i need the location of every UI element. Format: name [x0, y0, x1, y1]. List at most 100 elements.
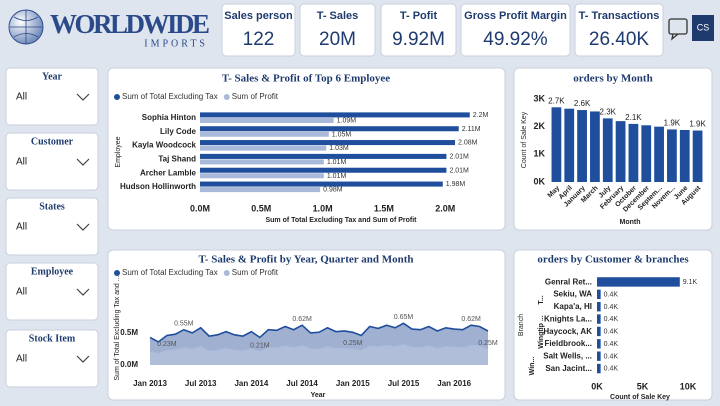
kpi-value: 9.92M — [392, 29, 445, 50]
data-label: 0.4K — [604, 366, 619, 373]
data-label: 0.25M — [478, 340, 498, 347]
kpi-card — [380, 3, 457, 57]
slicer-label: Customer — [31, 136, 74, 147]
bar — [597, 351, 601, 361]
bar — [200, 159, 324, 165]
x-tick-label: 2.0M — [435, 203, 455, 213]
x-axis-label: Sum of Total Excluding Tax and Sum of Pr… — [265, 217, 417, 224]
slicer-selection[interactable]: All — [16, 222, 27, 233]
legend-label: Sum of Total Excluding Tax — [122, 268, 218, 277]
slicer-selection[interactable]: All — [16, 92, 27, 103]
bar — [200, 117, 334, 123]
data-label: 0.4K — [604, 353, 619, 360]
data-label: 0.21M — [250, 342, 270, 349]
y-axis-label: Employee — [115, 136, 122, 167]
x-axis-label: Month — [620, 219, 641, 226]
panel — [513, 249, 713, 401]
dropdown-chevron[interactable] — [76, 355, 90, 363]
group-label: Wingtip ... — [538, 315, 545, 348]
data-label: 0.98M — [323, 187, 343, 194]
legend-label: Sum of Total Excluding Tax — [122, 92, 218, 101]
data-label: 0.4K — [604, 304, 619, 311]
data-label: 2.2M — [473, 112, 489, 119]
bar — [597, 314, 601, 324]
data-label: 2.01M — [449, 167, 469, 174]
x-tick-label: Jul 2014 — [286, 379, 318, 388]
y-axis-label: Branch — [518, 314, 525, 336]
chart-title: T- Sales & Profit of Top 6 Employee — [222, 73, 390, 85]
x-tick-label: Jan 2013 — [133, 379, 167, 388]
bar — [641, 125, 652, 182]
bar — [602, 118, 613, 182]
bar — [628, 123, 639, 182]
slicer — [5, 329, 99, 388]
user-initials: CS — [697, 22, 710, 32]
data-label: 0.23M — [157, 341, 177, 348]
y-tick-label: 3K — [533, 93, 545, 103]
data-label: 2.11M — [462, 126, 481, 133]
y-tick-label: Hudson Hollinworth — [120, 182, 196, 191]
bar — [597, 363, 601, 374]
dropdown-chevron[interactable] — [76, 223, 90, 231]
x-tick-label: Jan 2014 — [234, 379, 268, 388]
kpi-label: T- Pofit — [400, 10, 438, 22]
y-tick-label: Kayla Woodcock — [132, 141, 196, 150]
y-tick-label: 0.5M — [120, 328, 138, 337]
data-label: 0.62M — [461, 316, 481, 323]
slicer-selection[interactable]: All — [16, 354, 27, 365]
data-label: 1.09M — [337, 118, 357, 125]
data-label: 0.25M — [343, 340, 363, 347]
bar — [200, 131, 329, 137]
slicer — [5, 67, 99, 126]
data-label: 2.6K — [574, 99, 591, 108]
x-tick-label: Jan 2016 — [437, 379, 471, 388]
kpi-label: Gross Profit Margin — [464, 10, 567, 22]
bar — [679, 129, 690, 182]
x-tick-label: 1.0M — [313, 203, 333, 213]
chart-title: orders by Customer & branches — [537, 254, 689, 266]
legend-swatch — [114, 94, 120, 100]
bar — [577, 110, 587, 182]
y-tick-label: Sekiu, WA — [553, 290, 592, 299]
bar — [615, 121, 626, 182]
slicer-label: Stock Item — [29, 333, 76, 344]
logo-title: WORLDWIDE — [50, 9, 210, 39]
legend-swatch — [223, 270, 230, 276]
x-tick-label: 5K — [637, 381, 649, 391]
slicer-selection[interactable]: All — [16, 157, 27, 168]
user-badge[interactable] — [692, 15, 714, 41]
kpi-label: T- Transactions — [579, 10, 660, 22]
kpi-card — [574, 3, 664, 57]
kpi-label: Sales person — [224, 10, 293, 22]
x-tick-label: 0.0M — [190, 203, 210, 213]
x-axis-label: Year — [311, 392, 326, 399]
y-tick-label: Taj Shand — [158, 155, 196, 164]
dropdown-chevron[interactable] — [76, 288, 90, 296]
bar — [200, 173, 324, 179]
data-label: 1.05M — [332, 131, 352, 138]
line — [149, 343, 489, 354]
data-label: 0.4K — [604, 329, 619, 336]
slicer-label: Year — [42, 71, 63, 82]
logo-subtitle: IMPORTS — [144, 38, 208, 49]
x-tick-label: 0.5M — [251, 203, 271, 213]
data-label: 1.01M — [327, 173, 347, 180]
kpi-card — [299, 3, 376, 57]
y-tick-label: Sophia Hinton — [142, 113, 196, 122]
comment-icon[interactable] — [668, 18, 688, 35]
x-axis-label: Count of Sale Key — [610, 394, 670, 401]
data-label: 1.03M — [329, 145, 349, 152]
bar — [590, 111, 600, 182]
bar — [200, 112, 470, 118]
y-axis-label: Sum of Total Excluding Tax and ... — [114, 275, 121, 380]
data-label: 1.01M — [327, 159, 347, 166]
dropdown-chevron[interactable] — [76, 93, 90, 101]
slicer-selection[interactable]: All — [16, 287, 27, 298]
dropdown-chevron[interactable] — [76, 158, 90, 166]
y-tick-label: Kapa'a, HI — [554, 302, 592, 311]
bar — [200, 187, 321, 193]
legend-swatch — [114, 270, 120, 276]
y-tick-label: San Jacint... — [545, 364, 592, 373]
bar — [200, 181, 443, 187]
